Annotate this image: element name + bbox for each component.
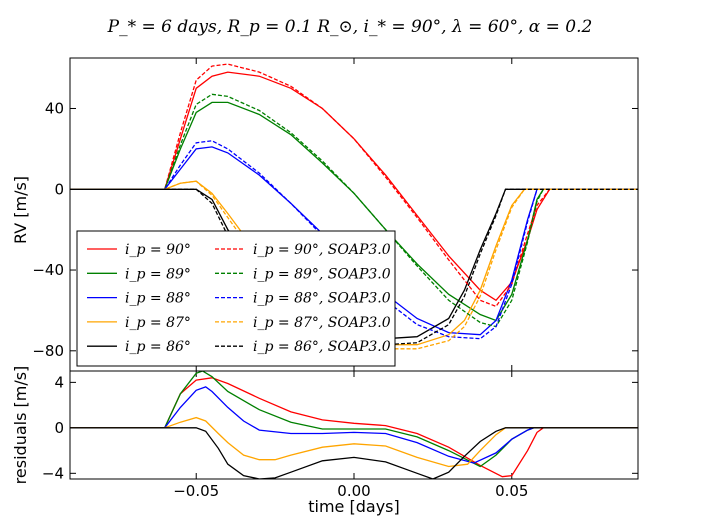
xtick-label: 0.00	[337, 482, 370, 500]
legend-label: i_p = 89°, SOAP3.0	[253, 266, 391, 282]
legend-label: i_p = 87°	[125, 315, 191, 331]
bottom-series-group	[70, 371, 638, 479]
residual-line-i-p-89-	[70, 371, 638, 468]
legend-label: i_p = 90°	[125, 242, 191, 258]
residual-line-i-p-87-	[70, 416, 638, 468]
bottom-ytick-label: 4	[54, 373, 64, 391]
bottom-plot-frame	[69, 370, 639, 480]
chart-title: P_* = 6 days, R_p = 0.1 R_⊙, i_* = 90°, …	[107, 17, 593, 37]
xtick-label: 0.05	[495, 482, 528, 500]
series-line-i-p-88-soap3-0	[70, 140, 638, 340]
xtick-label: −0.05	[173, 482, 219, 500]
xlabel: time [days]	[308, 497, 399, 516]
legend-label: i_p = 88°	[125, 291, 191, 307]
legend-label: i_p = 90°, SOAP3.0	[253, 242, 391, 258]
legend-label: i_p = 86°	[125, 339, 191, 355]
legend-label: i_p = 89°	[125, 266, 191, 282]
legend-label: i_p = 86°, SOAP3.0	[253, 339, 391, 355]
series-line-i-p-89-soap3-0	[70, 93, 638, 328]
bottom-ytick-label: −4	[42, 464, 64, 482]
residual-line-i-p-90-	[70, 377, 638, 478]
bottom-axis-ticks: 40−4−0.05 0.00 0.05	[42, 58, 638, 500]
series-line-i-p-90-soap3-0	[70, 63, 638, 308]
bottom-ylabel: residuals [m/s]	[11, 366, 30, 485]
legend-label: i_p = 87°, SOAP3.0	[253, 315, 391, 331]
top-ytick-label: 40	[45, 99, 64, 117]
top-ytick-label: −80	[32, 342, 64, 360]
top-ytick-label: 0	[54, 180, 64, 198]
legend: i_p = 90° i_p = 89° i_p = 88° i_p = 87° i_p …	[76, 230, 396, 367]
top-ytick-label: −40	[32, 261, 64, 279]
legend-frame	[76, 230, 396, 367]
residual-line-i-p-86-	[70, 427, 638, 479]
legend-label: i_p = 88°, SOAP3.0	[253, 291, 391, 307]
bottom-ytick-label: 0	[54, 419, 64, 437]
residual-line-i-p-88-	[70, 386, 638, 464]
top-ylabel: RV [m/s]	[11, 176, 30, 244]
top-axis-ticks: 40 0 −40 −80	[32, 99, 638, 360]
